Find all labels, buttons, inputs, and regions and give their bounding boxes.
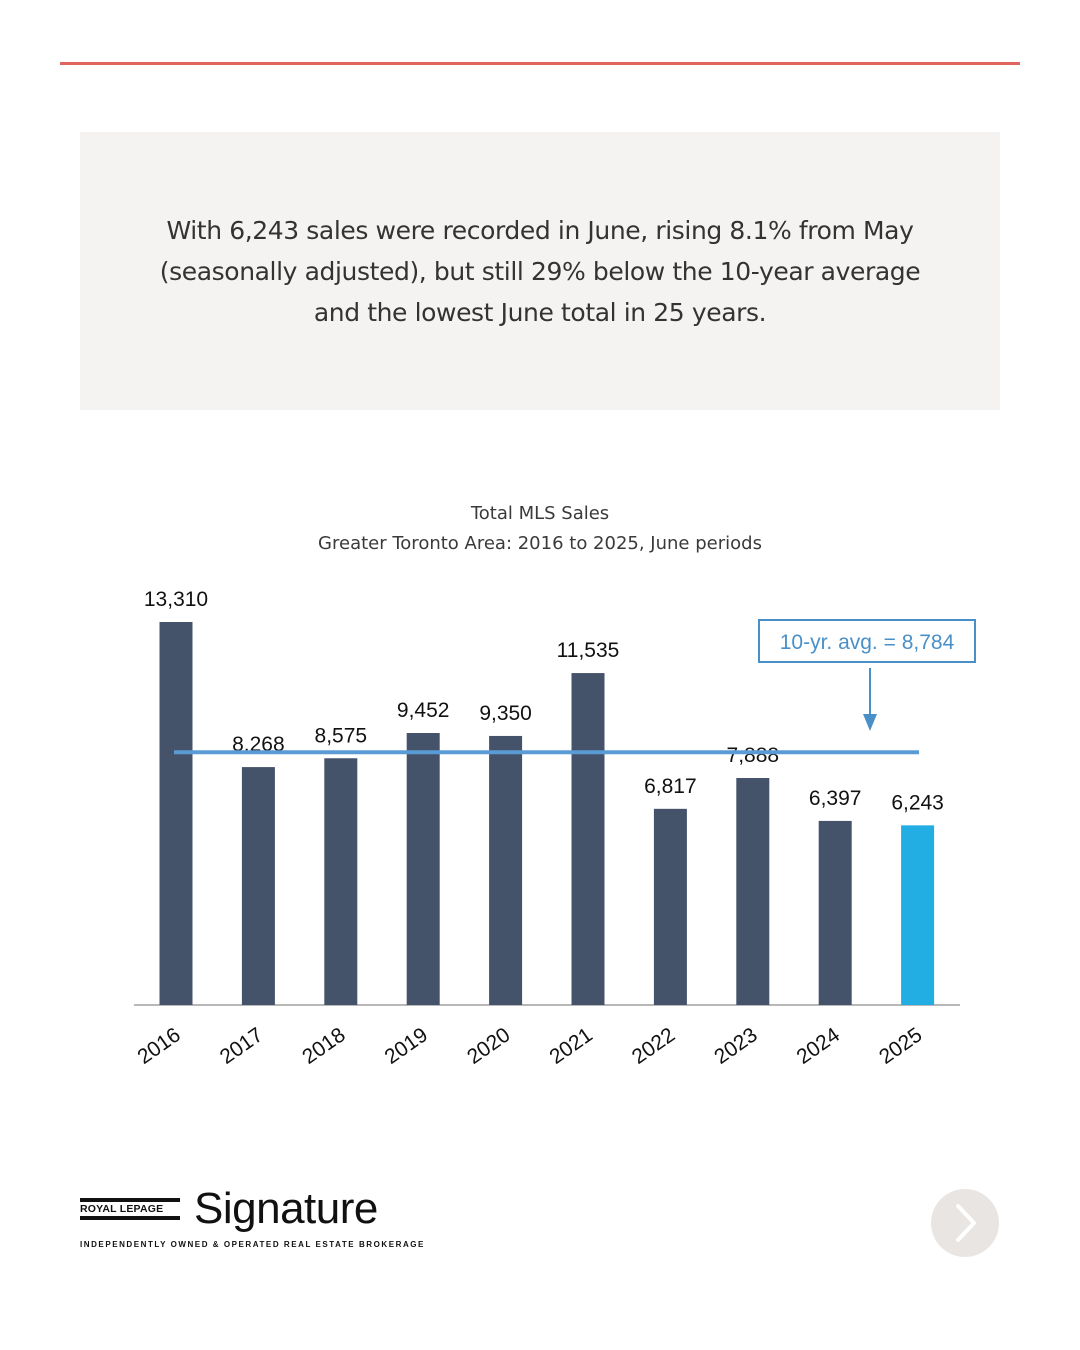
bar-2016 bbox=[159, 622, 193, 1005]
average-annotation-box bbox=[758, 619, 976, 663]
chart-title: Total MLS Sales bbox=[470, 503, 610, 524]
x-tick-2024: 2024 bbox=[793, 1023, 845, 1069]
summary-text: With 6,243 sales were recorded in June, … bbox=[159, 215, 921, 327]
value-label-2022: 6,817 bbox=[644, 775, 697, 798]
summary-box: With 6,243 sales were recorded in June, … bbox=[80, 132, 1000, 410]
bar-2020 bbox=[489, 735, 523, 1005]
x-tick-2020: 2020 bbox=[463, 1023, 514, 1069]
chevron-right-icon bbox=[956, 1204, 976, 1242]
bar-2019 bbox=[406, 733, 440, 1005]
average-annotation-label: 10-yr. avg. = 8,784 bbox=[780, 631, 955, 654]
x-tick-2025: 2025 bbox=[875, 1023, 926, 1069]
value-label-2018: 8,575 bbox=[315, 724, 368, 747]
x-tick-2016: 2016 bbox=[133, 1023, 184, 1069]
x-tick-2017: 2017 bbox=[216, 1023, 267, 1069]
brokerage-tagline: INDEPENDENTLY OWNED & OPERATED REAL ESTA… bbox=[80, 1240, 425, 1249]
bar-2017 bbox=[241, 767, 275, 1005]
bar-2022 bbox=[653, 808, 687, 1005]
value-label-2021: 11,535 bbox=[557, 639, 620, 662]
x-tick-2021: 2021 bbox=[545, 1023, 596, 1069]
royal-lepage-signature-logo: ROYAL LEPAGE Signature INDEPENDENTLY OWN… bbox=[80, 1184, 423, 1260]
x-tick-2022: 2022 bbox=[628, 1023, 679, 1069]
average-annotation-arrow-head bbox=[863, 714, 877, 731]
chart-subtitle: Greater Toronto Area: 2016 to 2025, June… bbox=[318, 533, 762, 554]
value-label-2025: 6,243 bbox=[891, 791, 944, 814]
next-slide-button[interactable] bbox=[931, 1189, 999, 1257]
x-tick-2018: 2018 bbox=[298, 1023, 349, 1069]
value-label-2023: 7,888 bbox=[727, 744, 780, 767]
bar-2021 bbox=[571, 673, 605, 1005]
bar-2018 bbox=[324, 758, 358, 1005]
top-accent-rule bbox=[60, 62, 1020, 65]
x-tick-2023: 2023 bbox=[710, 1023, 761, 1069]
signature-wordmark: Signature bbox=[194, 1184, 378, 1233]
value-label-2019: 9,452 bbox=[397, 699, 450, 722]
value-label-2020: 9,350 bbox=[479, 702, 532, 725]
value-label-2016: 13,310 bbox=[144, 588, 208, 611]
bar-2024 bbox=[818, 820, 852, 1005]
x-tick-2019: 2019 bbox=[381, 1023, 432, 1069]
royal-lepage-wordmark: ROYAL LEPAGE bbox=[80, 1198, 180, 1220]
bar-2025 bbox=[901, 825, 935, 1005]
bar-chart: 13,31020168,26820178,57520189,45220199,3… bbox=[133, 588, 976, 1069]
value-label-2024: 6,397 bbox=[809, 787, 862, 810]
bar-2023 bbox=[736, 778, 770, 1005]
